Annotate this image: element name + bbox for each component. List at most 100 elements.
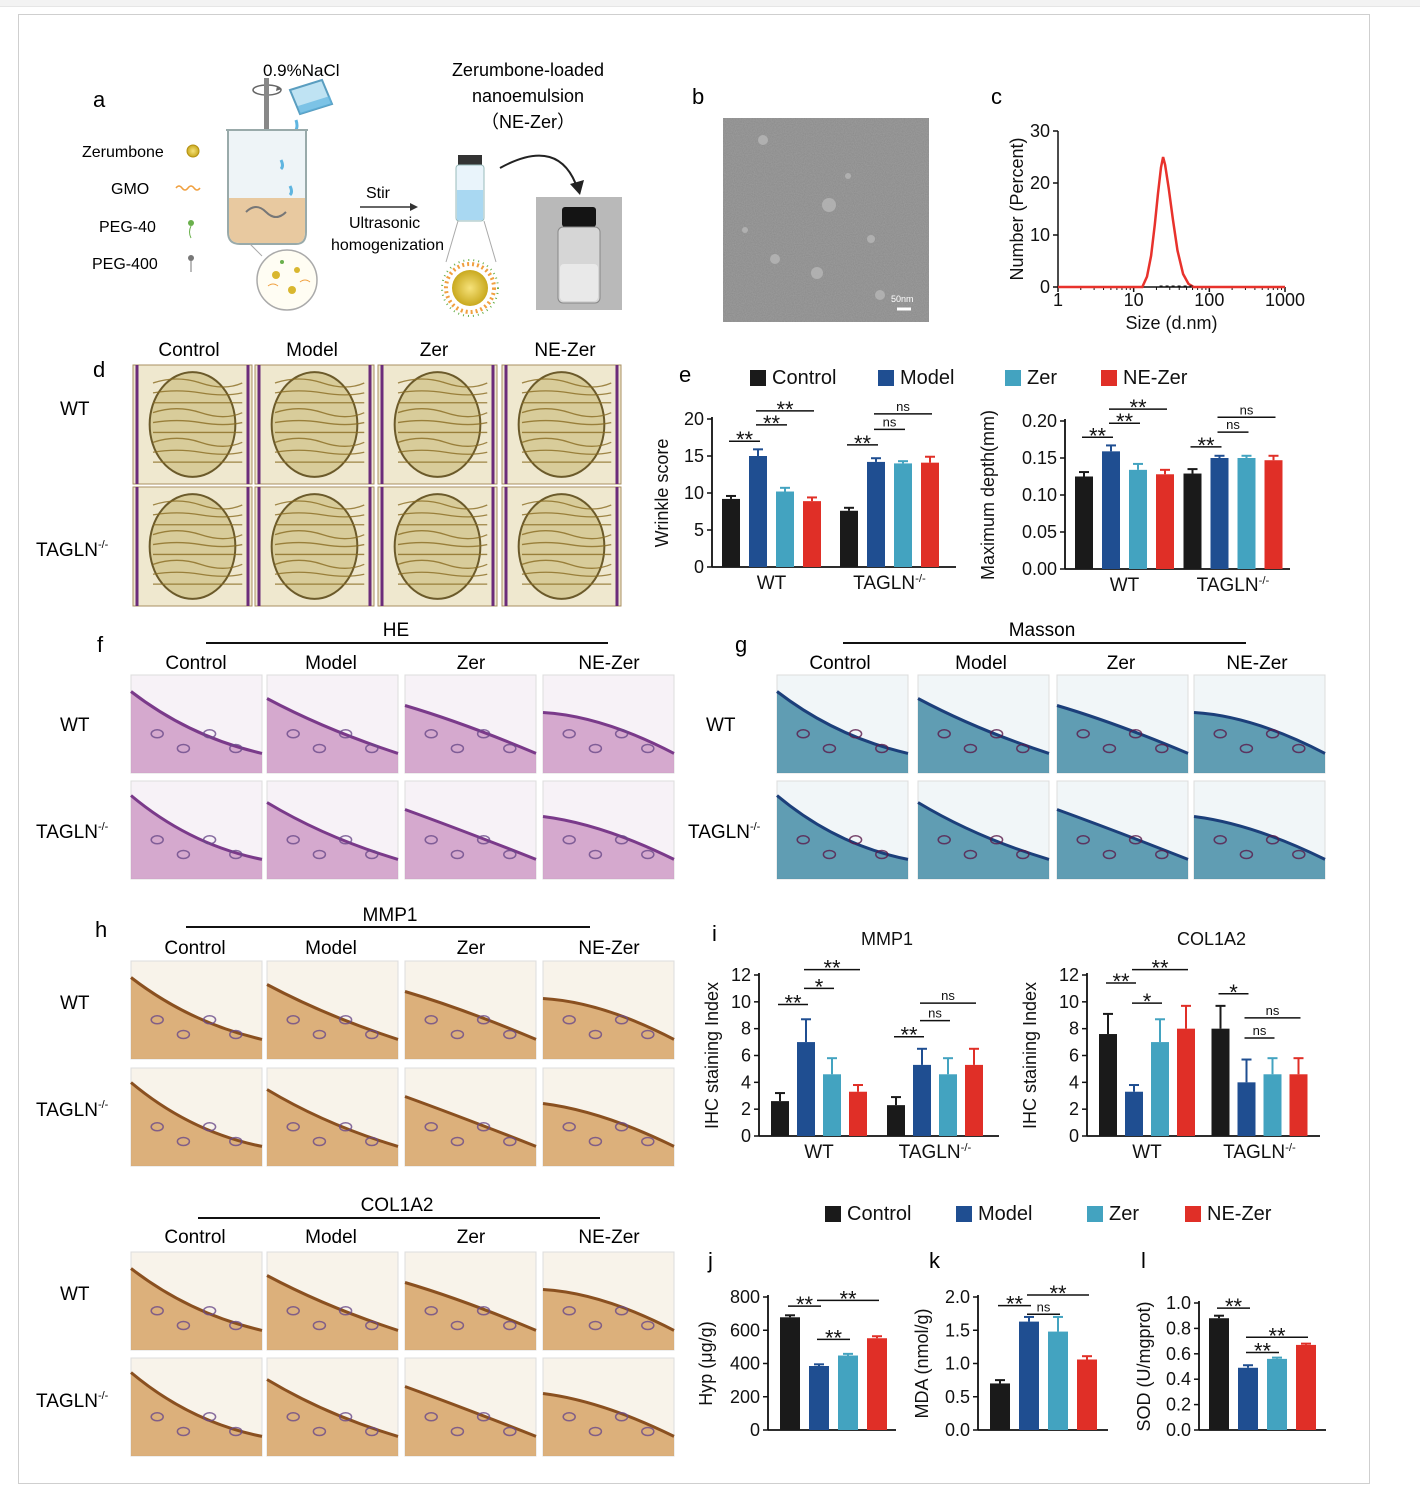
- tissue-band: [543, 712, 674, 773]
- bar: [1151, 1042, 1169, 1136]
- follicle: [614, 1412, 629, 1422]
- image-tile: [917, 780, 1050, 880]
- follicle: [450, 743, 465, 754]
- wrinkle-line: [521, 559, 612, 569]
- y-axis-label: Number (Percent): [1007, 137, 1027, 280]
- follicle: [476, 1306, 491, 1316]
- wrinkle-line: [152, 378, 243, 388]
- y-tick-label: 10: [731, 992, 751, 1012]
- x-tick-label: TAGLN-/-: [1223, 1142, 1296, 1163]
- panel-letter-a: a: [93, 87, 106, 112]
- follicle: [202, 1306, 217, 1316]
- curved-arrow-head: [570, 180, 584, 195]
- tissue-band: [1057, 705, 1188, 773]
- follicle: [365, 1136, 379, 1147]
- dls-line: [1058, 156, 1285, 289]
- follicle: [848, 835, 863, 845]
- significance-label: **: [784, 991, 802, 1016]
- epidermis: [917, 801, 1050, 861]
- beaker-icon: [226, 78, 308, 245]
- follicle: [312, 849, 327, 860]
- tissue-band: [405, 705, 536, 773]
- wrinkle-line: [521, 390, 612, 396]
- image-tile: [404, 1357, 537, 1457]
- x-tick-label: TAGLN-/-: [899, 1142, 972, 1163]
- wrinkle-line: [397, 378, 488, 388]
- follicle: [176, 1029, 191, 1040]
- significance-label: **: [1197, 433, 1215, 458]
- follicle: [963, 743, 978, 754]
- y-axis-label: Maximum depth(mm): [978, 410, 998, 580]
- wrinkle-line: [274, 500, 365, 510]
- epidermis: [130, 1267, 263, 1332]
- significance-label: **: [1006, 1292, 1024, 1317]
- image-tile: [1056, 674, 1189, 774]
- image-tile: [377, 364, 498, 485]
- tissue-band: [918, 698, 1049, 773]
- chart-title: COL1A2: [1177, 929, 1246, 949]
- row-label: WT: [706, 715, 736, 736]
- bar: [867, 461, 885, 567]
- significance-label: **: [1112, 969, 1130, 994]
- follicle: [450, 1320, 465, 1331]
- panel-letter-e: e: [679, 362, 691, 387]
- epidermis: [130, 976, 263, 1041]
- row-label: TAGLN-/-: [36, 1390, 109, 1412]
- column-label: Control: [164, 938, 225, 959]
- bar: [1125, 1091, 1143, 1136]
- follicle: [150, 1412, 164, 1422]
- y-tick-label: 0: [1040, 277, 1050, 297]
- follicle: [503, 1426, 517, 1437]
- follicle: [1292, 849, 1306, 860]
- panel-letter-b: b: [692, 84, 704, 109]
- follicle: [176, 1320, 191, 1331]
- image-tile: [377, 486, 498, 607]
- follicle: [822, 743, 837, 754]
- follicle: [229, 1136, 243, 1147]
- y-axis-label: IHC staining Index: [702, 982, 722, 1129]
- epidermis: [266, 697, 399, 755]
- significance-label: **: [776, 397, 794, 422]
- legend-jkl: Control Model Zer NE-Zer: [825, 1203, 1272, 1225]
- image-tile: [404, 960, 537, 1060]
- image-tile: [266, 960, 399, 1060]
- follicle: [1016, 849, 1030, 860]
- bar: [1077, 1359, 1097, 1430]
- tissue-band: [131, 795, 262, 879]
- tissue-band: [131, 1372, 262, 1456]
- follicle: [202, 1015, 217, 1025]
- follicle: [286, 1122, 300, 1132]
- stir-label: Stir: [366, 185, 391, 202]
- follicle: [176, 849, 191, 860]
- image-tile: [1193, 674, 1326, 774]
- bar: [1129, 469, 1147, 569]
- follicle: [476, 729, 491, 739]
- bar: [1211, 1028, 1230, 1136]
- legend-swatch: [1185, 1206, 1201, 1222]
- tem-particles: [742, 135, 885, 300]
- chart-i-col1a2: 0 2 4 6 8 10 12 IHC staining Index COL1A2 WT TAGLN…: [1020, 929, 1320, 1163]
- panel-i: i 0 2 4 6 8 10 12 IHC staining Index MMP1 WT TAGLN…: [702, 921, 1320, 1163]
- follicle: [202, 1122, 217, 1132]
- panel-g: g Masson Control Model Zer NE-Zer WT TAG…: [688, 620, 1326, 880]
- bar: [939, 1074, 957, 1136]
- y-tick-label: 0.05: [1022, 522, 1057, 542]
- legend-label: NE-Zer: [1123, 367, 1188, 389]
- column-label: Zer: [457, 1227, 486, 1248]
- follicle: [937, 729, 951, 739]
- panel-letter-d: d: [93, 357, 105, 382]
- follicle: [562, 1412, 576, 1422]
- follicle: [1213, 835, 1227, 845]
- significance-label: **: [1089, 423, 1107, 448]
- tissue-band: [543, 1393, 674, 1456]
- follicle: [286, 1306, 300, 1316]
- wrinkle-line: [397, 530, 488, 540]
- column-label: Model: [286, 340, 338, 361]
- y-tick-label: 30: [1030, 121, 1050, 141]
- follicle: [1265, 729, 1280, 739]
- panel-f: f HE Control Model Zer NE-Zer WT TAGLN-/…: [36, 620, 675, 880]
- follicle: [503, 1136, 517, 1147]
- bar: [780, 1317, 800, 1430]
- bar: [797, 1042, 815, 1136]
- significance-label: ns: [1253, 1023, 1267, 1038]
